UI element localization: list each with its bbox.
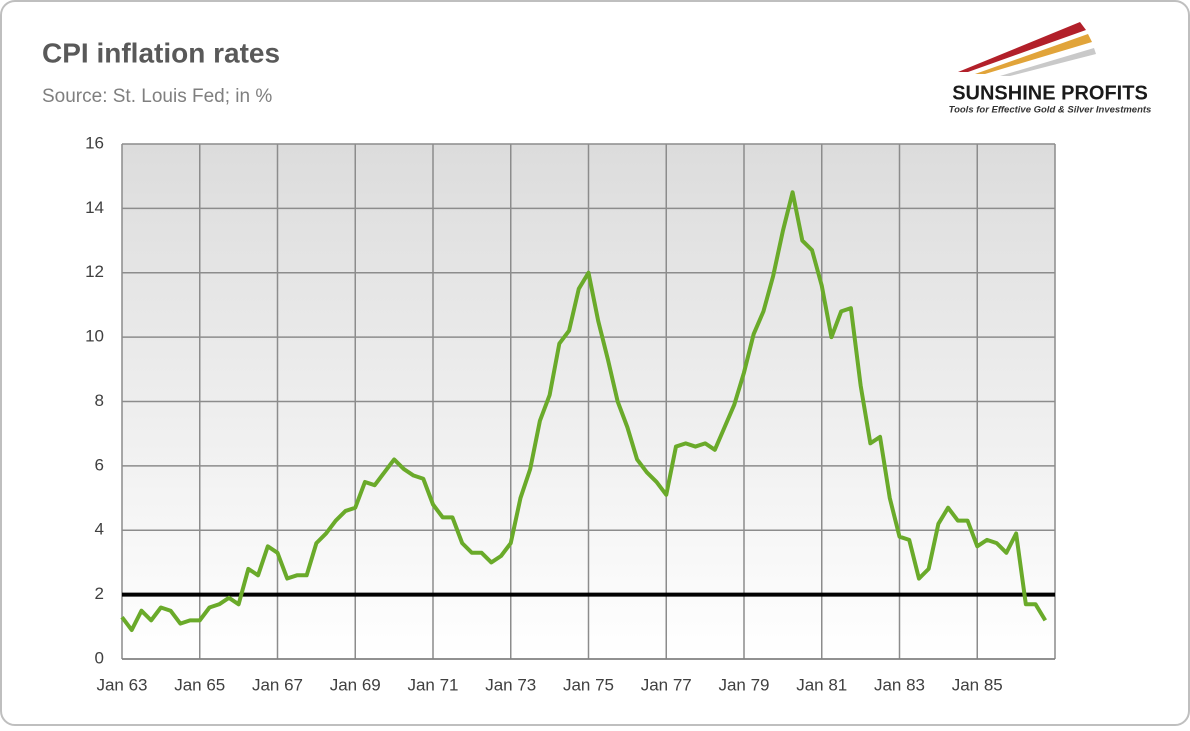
- y-tick-label: 12: [85, 262, 104, 281]
- y-tick-label: 2: [95, 584, 104, 603]
- y-tick-label: 16: [85, 133, 104, 152]
- chart-title: CPI inflation rates: [42, 37, 280, 68]
- logo-swoosh: [975, 34, 1092, 74]
- y-tick-label: 4: [95, 520, 104, 539]
- x-tick-label: Jan 83: [874, 675, 925, 694]
- x-tick-label: Jan 85: [952, 675, 1003, 694]
- x-tick-label: Jan 65: [174, 675, 225, 694]
- chart-subtitle: Source: St. Louis Fed; in %: [42, 86, 272, 107]
- data-line: [120, 190, 1047, 633]
- x-tick-label: Jan 77: [641, 675, 692, 694]
- logo-swoosh: [1000, 48, 1096, 76]
- x-tick-label: Jan 67: [252, 675, 303, 694]
- logo-swoosh: [958, 22, 1086, 72]
- y-tick-label: 0: [95, 648, 104, 667]
- x-tick-label: Jan 81: [796, 675, 847, 694]
- y-tick-label: 8: [95, 391, 104, 410]
- logo-tagline: Tools for Effective Gold & Silver Invest…: [949, 105, 1152, 116]
- y-tick-label: 10: [85, 327, 104, 346]
- y-tick-label: 14: [85, 198, 104, 217]
- logo-name: SUNSHINE PROFITS: [952, 82, 1148, 104]
- y-tick-label: 6: [95, 455, 104, 474]
- logo: SUNSHINE PROFITS Tools for Effective Gol…: [949, 22, 1152, 116]
- x-tick-label: Jan 69: [330, 675, 381, 694]
- x-tick-label: Jan 71: [407, 675, 458, 694]
- x-tick-label: Jan 75: [563, 675, 614, 694]
- x-tick-label: Jan 63: [96, 675, 147, 694]
- x-tick-label: Jan 79: [718, 675, 769, 694]
- x-tick-label: Jan 73: [485, 675, 536, 694]
